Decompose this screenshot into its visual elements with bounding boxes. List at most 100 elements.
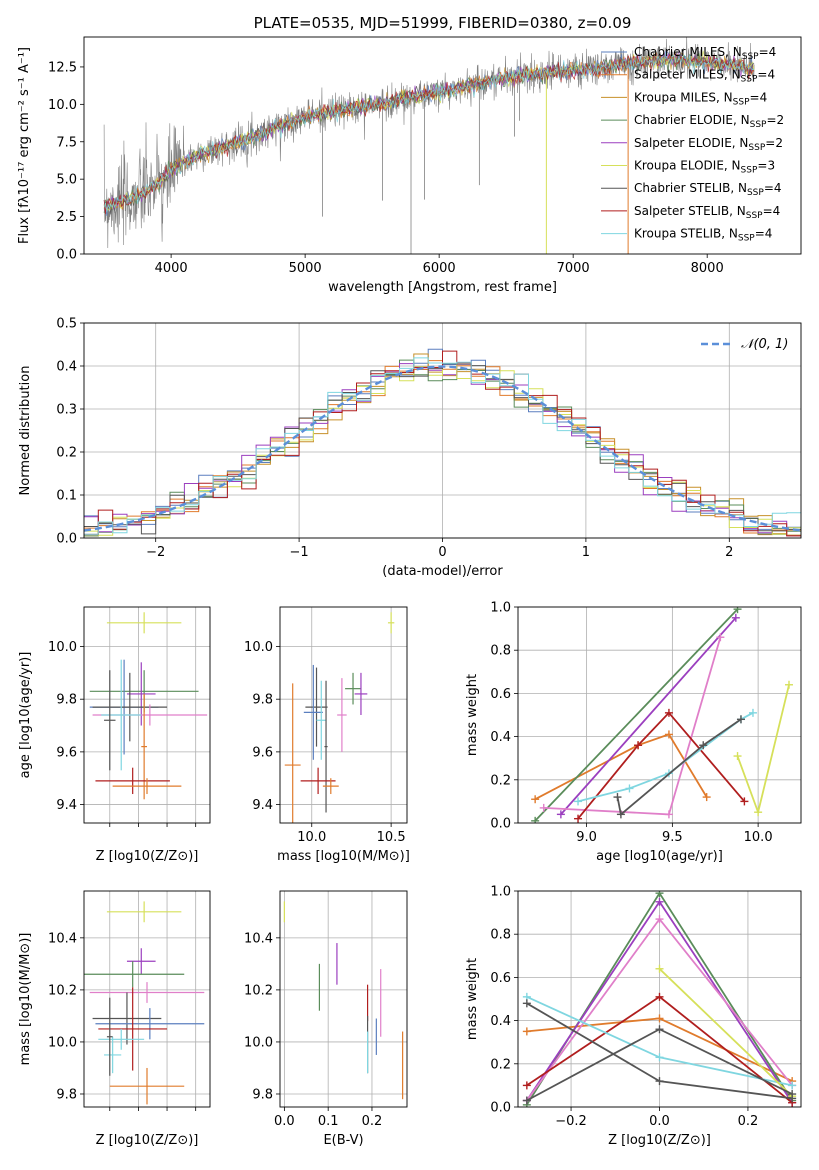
error-bar-point — [126, 948, 156, 975]
error-bar-point — [106, 997, 113, 1076]
y-axis-label: mass [log10(M/M⊙)] — [18, 933, 33, 1066]
mass-weight-point — [625, 784, 634, 793]
mass-weight-point — [740, 797, 749, 806]
mass-weight-point — [655, 1077, 664, 1086]
legend-entry: Chabrier STELIB, NSSP=4 — [634, 181, 782, 198]
mass-weight-vs-age-panel: 9.0 9.5 10.0 0.0 0.2 0.4 0.6 0.8 1.0 age [log10(a… — [465, 601, 802, 864]
legend-entry: Chabrier ELODIE, NSSP=2 — [634, 113, 784, 130]
error-bar-point — [106, 901, 182, 923]
mass-weight-point — [655, 897, 664, 906]
y-tick-label: 9.8 — [252, 1087, 273, 1102]
chart-title: PLATE=0535, MJD=51999, FIBERID=0380, z=0… — [254, 14, 632, 32]
spectrum-legend: Chabrier MILES, NSSP=4 Salpeter MILES, NS… — [601, 45, 784, 244]
mass-weight-series-line — [560, 617, 737, 815]
plot-area — [103, 37, 755, 254]
mass-vs-ebv-panel: 0.0 0.1 0.2 9.8 10.0 10.2 10.4 E(B-V) — [244, 890, 408, 1148]
error-bar-point — [95, 1008, 205, 1040]
axes-frame — [83, 890, 211, 1108]
x-tick-label: 10.5 — [377, 830, 406, 845]
plot-area — [283, 901, 404, 1100]
mass-weight-point — [733, 607, 742, 614]
axes-frame — [279, 890, 408, 1108]
residual-histogram-step — [84, 350, 801, 537]
x-tick-label: 0.2 — [738, 1114, 759, 1129]
y-tick-label: 10.2 — [48, 983, 77, 998]
x-tick-label: 5000 — [289, 261, 322, 276]
plot-area — [89, 612, 208, 800]
error-bar-point — [112, 778, 182, 795]
model-spectrum-line — [103, 51, 755, 213]
y-tick-label: 0.0 — [490, 1101, 511, 1116]
residual-histogram-step — [84, 357, 801, 535]
y-tick-label: 0.0 — [56, 532, 77, 547]
x-tick-label: 10.0 — [744, 830, 773, 845]
histogram-legend: 𝒩(0, 1) — [701, 337, 788, 352]
plot-area — [522, 891, 797, 1107]
normal-reference-curve — [84, 365, 801, 532]
x-axis-label: age [log10(age/yr)] — [596, 849, 723, 864]
error-bar-point — [345, 672, 361, 705]
error-bar-point — [303, 664, 323, 760]
y-tick-label: 9.4 — [56, 798, 77, 813]
error-bar-point — [305, 667, 328, 747]
error-bar-point — [109, 1067, 185, 1105]
y-tick-label: 2.5 — [56, 210, 77, 225]
plot-background — [84, 37, 801, 254]
mass-weight-point — [531, 795, 540, 804]
legend-entry: Kroupa STELIB, NSSP=4 — [634, 227, 772, 244]
axes-frame — [517, 606, 802, 824]
x-tick-label: 10.0 — [297, 830, 326, 845]
mass-weight-point — [731, 613, 740, 622]
age-vs-metallicity-panel: 9.4 9.6 9.8 10.0 Z [log10(Z/Z⊙)] age [log10(a… — [18, 606, 211, 864]
y-tick-label: 0.0 — [490, 817, 511, 832]
x-axis-label: (data-model)/error — [382, 564, 503, 579]
y-tick-label: 10.0 — [244, 1035, 273, 1050]
y-tick-label: 10.4 — [48, 931, 77, 946]
mass-weight-point — [655, 992, 664, 1001]
error-bar-point — [284, 683, 301, 823]
error-bar-point — [337, 678, 347, 752]
error-bar-point — [322, 778, 339, 795]
mass-weight-point — [664, 730, 673, 739]
mass-weight-vs-metallicity-panel: −0.2 0.0 0.2 0.0 0.2 0.4 0.6 0.8 1.0 Z [log10(Z/Z… — [465, 885, 802, 1148]
y-tick-label: 0.2 — [490, 773, 511, 788]
x-tick-label: 0 — [438, 545, 446, 560]
x-tick-label: 7000 — [557, 261, 590, 276]
mass-weight-point — [613, 793, 622, 802]
mass-weight-series-line — [577, 711, 746, 820]
error-bar-point — [104, 670, 116, 771]
y-tick-label: 10.0 — [48, 98, 77, 113]
mass-weight-point — [655, 1014, 664, 1023]
x-axis-label: Z [log10(Z/Z⊙)] — [608, 1133, 711, 1148]
error-bar-point — [98, 1028, 145, 1050]
plot-area — [84, 348, 801, 537]
y-tick-label: 0.2 — [490, 1057, 511, 1072]
legend-entry: Salpeter STELIB, NSSP=4 — [634, 204, 780, 221]
x-tick-label: 9.5 — [662, 830, 683, 845]
x-tick-label: 4000 — [155, 261, 188, 276]
y-tick-label: 0.8 — [490, 928, 511, 943]
y-tick-label: 5.0 — [56, 173, 77, 188]
legend-entry: Kroupa ELODIE, NSSP=3 — [634, 159, 775, 176]
spectrum-panel: 4000 5000 6000 7000 8000 0.0 2.5 5.0 7.5 10.0 12.5… — [17, 14, 802, 295]
residuals-histogram-panel: −2 −1 0 1 2 0.0 0.1 0.2 0.3 0.4 0.5 (data-model)/er… — [18, 317, 802, 579]
mass-weight-point — [664, 708, 673, 717]
y-tick-label: 0.6 — [490, 687, 511, 702]
y-tick-label: 10.0 — [48, 1035, 77, 1050]
axes-frame — [279, 606, 408, 824]
x-tick-label: 0.1 — [318, 1114, 339, 1129]
mass-weight-point — [655, 915, 664, 924]
y-tick-label: 10.0 — [48, 640, 77, 655]
mass-weight-point — [539, 803, 548, 812]
mass-weight-point — [634, 741, 643, 750]
mass-weight-point — [522, 1096, 531, 1105]
error-bar-point — [84, 961, 185, 988]
y-tick-label: 0.5 — [56, 317, 77, 332]
axes-frame — [83, 606, 211, 824]
mass-weight-point — [655, 1053, 664, 1062]
axes-frame — [517, 890, 802, 1108]
mass-weight-point — [574, 814, 583, 823]
x-tick-label: 6000 — [423, 261, 456, 276]
y-axis-label: Flux [fλ10⁻¹⁷ erg cm⁻² s⁻¹ A⁻¹] — [17, 47, 32, 244]
